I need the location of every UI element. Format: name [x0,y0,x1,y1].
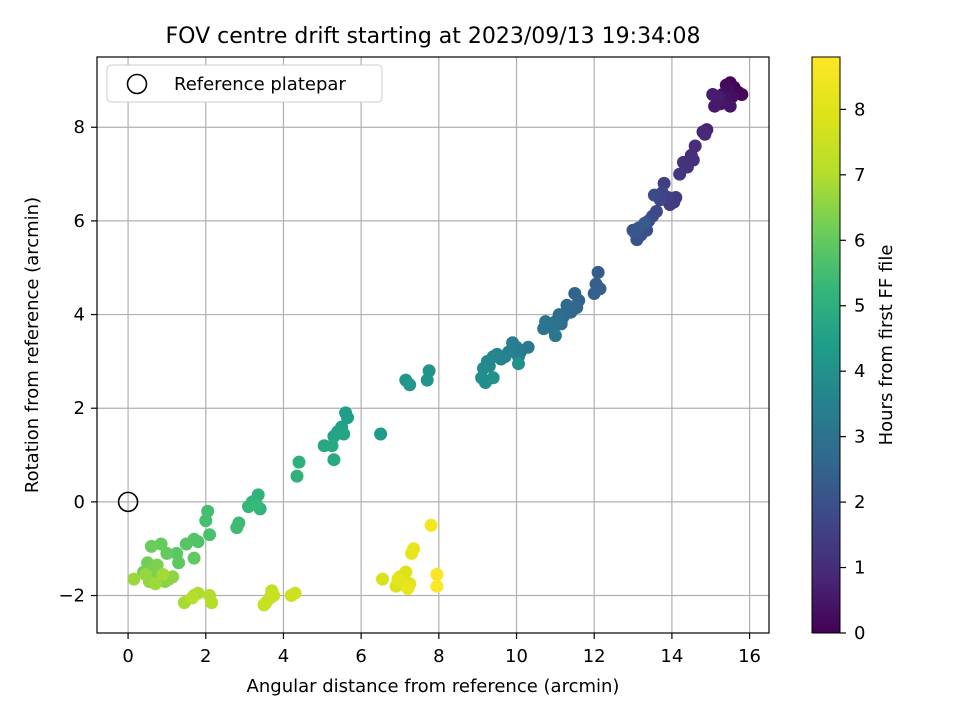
data-point [290,469,304,483]
data-point [144,539,158,553]
y-axis-ticks: −2 0 2 4 6 8 [58,117,97,607]
colorbar-tick-label: 7 [854,165,865,186]
data-point [548,329,562,343]
data-point [160,546,174,560]
data-point [723,99,737,113]
data-point [205,596,219,610]
data-point [539,315,553,329]
y-axis-label: Rotation from reference (arcmin) [22,197,43,493]
data-point [638,216,652,230]
colorbar-tick-label: 4 [854,361,865,382]
data-point [127,572,141,586]
colorbar-tick-label: 5 [854,296,865,317]
y-tick-label: 6 [74,211,85,232]
x-tick-label: 10 [505,646,528,667]
colorbar: 0 1 2 3 4 5 6 7 8 Hours from first FF file [811,56,897,644]
y-tick-label: 4 [74,305,85,326]
legend: Reference platepar [106,64,383,103]
colorbar-gradient [811,56,841,634]
data-point [587,287,601,300]
data-point [424,518,438,532]
chart-title: FOV centre drift starting at 2023/09/13 … [166,24,701,49]
data-point [325,439,339,453]
data-point [430,579,444,593]
legend-box [106,64,383,103]
data-point [187,551,201,565]
x-axis-label: Angular distance from reference (arcmin) [247,676,620,697]
data-point [486,371,500,385]
data-point [512,357,525,371]
data-point [257,598,271,612]
data-point [150,558,164,572]
data-point [199,514,213,528]
data-point [401,582,415,595]
data-point [391,572,405,586]
colorbar-label: Hours from first FF file [876,245,897,446]
x-axis-ticks: 0 2 4 6 8 10 12 14 16 [122,633,761,667]
x-tick-label: 0 [122,646,133,667]
data-point [148,577,162,591]
data-point [154,537,168,551]
colorbar-tick-label: 1 [854,558,865,579]
y-tick-label: −2 [58,586,85,607]
y-tick-label: 2 [74,398,85,419]
x-tick-label: 2 [200,646,211,667]
data-point [430,568,444,581]
data-point [185,591,199,605]
x-tick-label: 6 [355,646,366,667]
legend-label: Reference platepar [174,74,346,95]
data-point [172,556,186,570]
data-point [403,378,417,392]
data-point [267,589,281,602]
colorbar-tick-label: 0 [854,623,865,644]
colorbar-tick-label: 3 [854,427,865,448]
data-point [288,586,302,600]
data-point [156,568,170,581]
data-point [341,411,354,425]
colorbar-ticks: 0 1 2 3 4 5 6 7 8 [840,99,865,644]
data-point [139,568,153,581]
data-point [166,570,180,584]
data-point [420,373,434,387]
data-point [560,298,574,312]
data-point [292,455,306,469]
data-point [376,572,389,586]
x-tick-label: 4 [278,646,289,667]
x-tick-label: 16 [738,646,761,667]
y-tick-label: 8 [74,117,85,138]
data-point [591,265,605,279]
colorbar-tick-label: 6 [854,230,865,251]
x-tick-label: 12 [583,646,606,667]
data-point [673,167,687,181]
data-points [127,76,749,612]
reference-marker [117,491,139,513]
data-point [337,427,351,441]
y-tick-label: 0 [74,492,85,513]
data-point [249,497,263,511]
data-point [327,453,341,467]
data-point [407,542,421,556]
data-point [374,427,388,441]
x-tick-label: 14 [660,646,683,667]
data-point [628,226,642,240]
data-point [735,88,749,101]
data-point [568,287,582,300]
data-point [647,188,661,202]
data-point [203,528,217,542]
plot-frame [96,56,770,634]
x-tick-label: 8 [433,646,444,667]
data-point [698,127,712,141]
data-point [179,537,193,551]
legend-marker-icon [126,73,148,95]
data-point [230,521,244,535]
reference-platepar-point [117,491,139,513]
colorbar-tick-label: 8 [854,99,865,120]
data-point [706,88,720,101]
colorbar-tick-label: 2 [854,492,865,513]
